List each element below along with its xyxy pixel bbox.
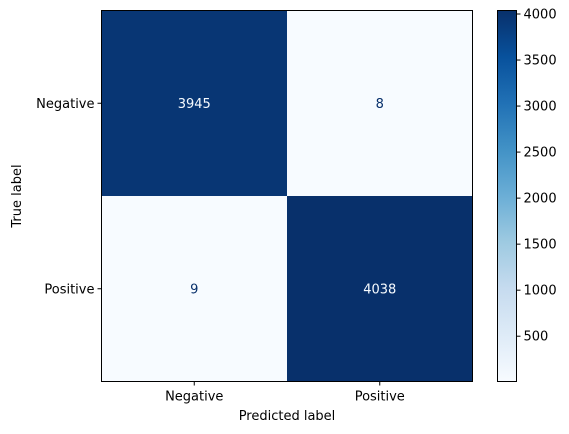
colorbar-tick-label: 3500 <box>524 54 557 69</box>
x-tick-label: Positive <box>355 390 405 405</box>
x-tick-label: Negative <box>165 390 223 405</box>
colorbar-tick-label: 2500 <box>524 146 557 161</box>
cell-value-label: 4038 <box>363 282 396 297</box>
heatmap-cell <box>101 10 287 196</box>
y-axis-ticks: Negative Positive <box>36 97 102 297</box>
colorbar-ticks: 500 1000 1500 2000 2500 3000 3500 4000 <box>516 7 557 345</box>
colorbar-tick-label: 1500 <box>524 238 557 253</box>
cell-value-label: 3945 <box>178 97 211 112</box>
colorbar-tick-label: 4000 <box>524 7 557 22</box>
colorbar-tick-label: 500 <box>524 330 549 345</box>
colorbar-tick-label: 1000 <box>524 284 557 299</box>
y-axis-label: True label <box>10 164 25 228</box>
colorbar <box>497 10 517 382</box>
y-tick-label: Negative <box>36 97 94 112</box>
heatmap-cells <box>101 10 473 382</box>
cell-value-labels: 3945 8 9 4038 <box>178 97 397 298</box>
x-axis-ticks: Negative Positive <box>165 381 405 405</box>
x-axis-label: Predicted label <box>239 409 336 424</box>
heatmap-cell <box>287 196 473 382</box>
heatmap-cell <box>101 196 287 382</box>
plot-frame <box>101 10 473 382</box>
cell-value-label: 9 <box>190 282 198 297</box>
colorbar-tick-label: 3000 <box>524 100 557 115</box>
colorbar-tick-label: 2000 <box>524 192 557 207</box>
cell-value-label: 8 <box>376 97 384 112</box>
y-tick-label: Positive <box>44 282 94 297</box>
heatmap-cell <box>287 10 473 196</box>
